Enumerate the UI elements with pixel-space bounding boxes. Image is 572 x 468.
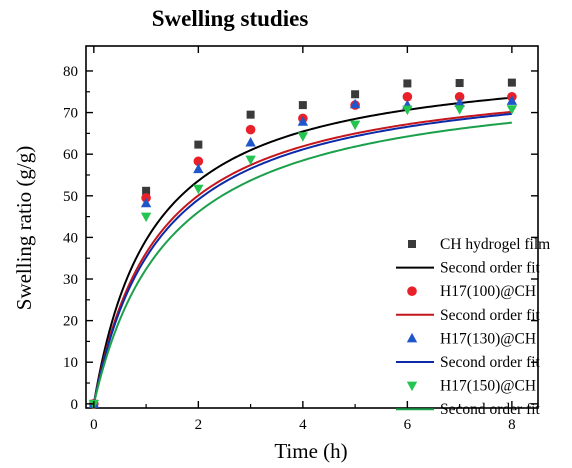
legend-label: H17(150)@CH [440, 378, 536, 395]
data-point [351, 90, 360, 99]
legend-marker-4 [406, 381, 418, 392]
data-point [140, 197, 152, 208]
fit-line-1 [92, 96, 512, 405]
y-axis-label: Swelling ratio (g/g) [12, 146, 36, 310]
x-tick-label: 0 [90, 417, 98, 433]
data-point [455, 79, 464, 88]
data-point [454, 97, 465, 108]
y-tick-label: 0 [71, 397, 79, 413]
y-tick-label: 30 [63, 272, 78, 288]
legend-marker-2 [407, 286, 417, 297]
data-point [507, 78, 516, 87]
data-point [403, 79, 412, 88]
data-point [298, 101, 307, 110]
data-point [245, 124, 256, 135]
y-tick-label: 60 [63, 147, 78, 163]
data-point [506, 95, 518, 105]
data-point [297, 116, 309, 126]
legend-label: Second order fit [440, 260, 541, 277]
y-tick-label: 70 [63, 106, 78, 122]
fit-line-4 [92, 121, 512, 405]
data-point [194, 140, 203, 149]
data-point [245, 137, 256, 147]
data-point [402, 91, 413, 102]
data-point [454, 91, 465, 102]
y-tick-label: 40 [63, 230, 78, 246]
plot-frame [85, 45, 539, 409]
data-point [142, 186, 151, 195]
y-tick-label: 20 [63, 314, 78, 330]
y-tick-label: 80 [63, 64, 78, 80]
data-point [454, 105, 465, 115]
data-point [349, 120, 361, 131]
fit-line-3 [92, 112, 512, 405]
data-point [193, 156, 204, 167]
data-point [246, 110, 255, 119]
data-point [140, 212, 152, 223]
legend-label: H17(130)@CH [440, 330, 536, 347]
data-point [402, 105, 413, 116]
fit-line-2 [92, 110, 512, 405]
x-tick-label: 8 [508, 417, 516, 433]
data-point [349, 98, 361, 109]
legend-label: Second order fit [440, 401, 541, 418]
y-tick-label: 50 [63, 189, 78, 205]
data-point [506, 105, 518, 115]
x-tick-label: 2 [195, 417, 203, 433]
chart-title: Swelling studies [151, 6, 309, 31]
legend-label: Second order fit [440, 354, 541, 371]
data-point [193, 163, 204, 174]
y-tick-label: 10 [63, 355, 78, 371]
legend-label: H17(100)@CH [440, 283, 536, 300]
x-tick-label: 6 [404, 417, 412, 433]
legend-marker-1 [408, 240, 416, 248]
data-point [245, 155, 256, 166]
legend-label: CH hydrogel film [440, 236, 550, 253]
x-axis-label: Time (h) [274, 439, 347, 463]
x-tick-label: 4 [299, 417, 307, 433]
legend-label: Second order fit [440, 307, 541, 324]
data-point [193, 184, 204, 195]
legend-marker-3 [406, 332, 418, 343]
data-point [297, 132, 309, 142]
